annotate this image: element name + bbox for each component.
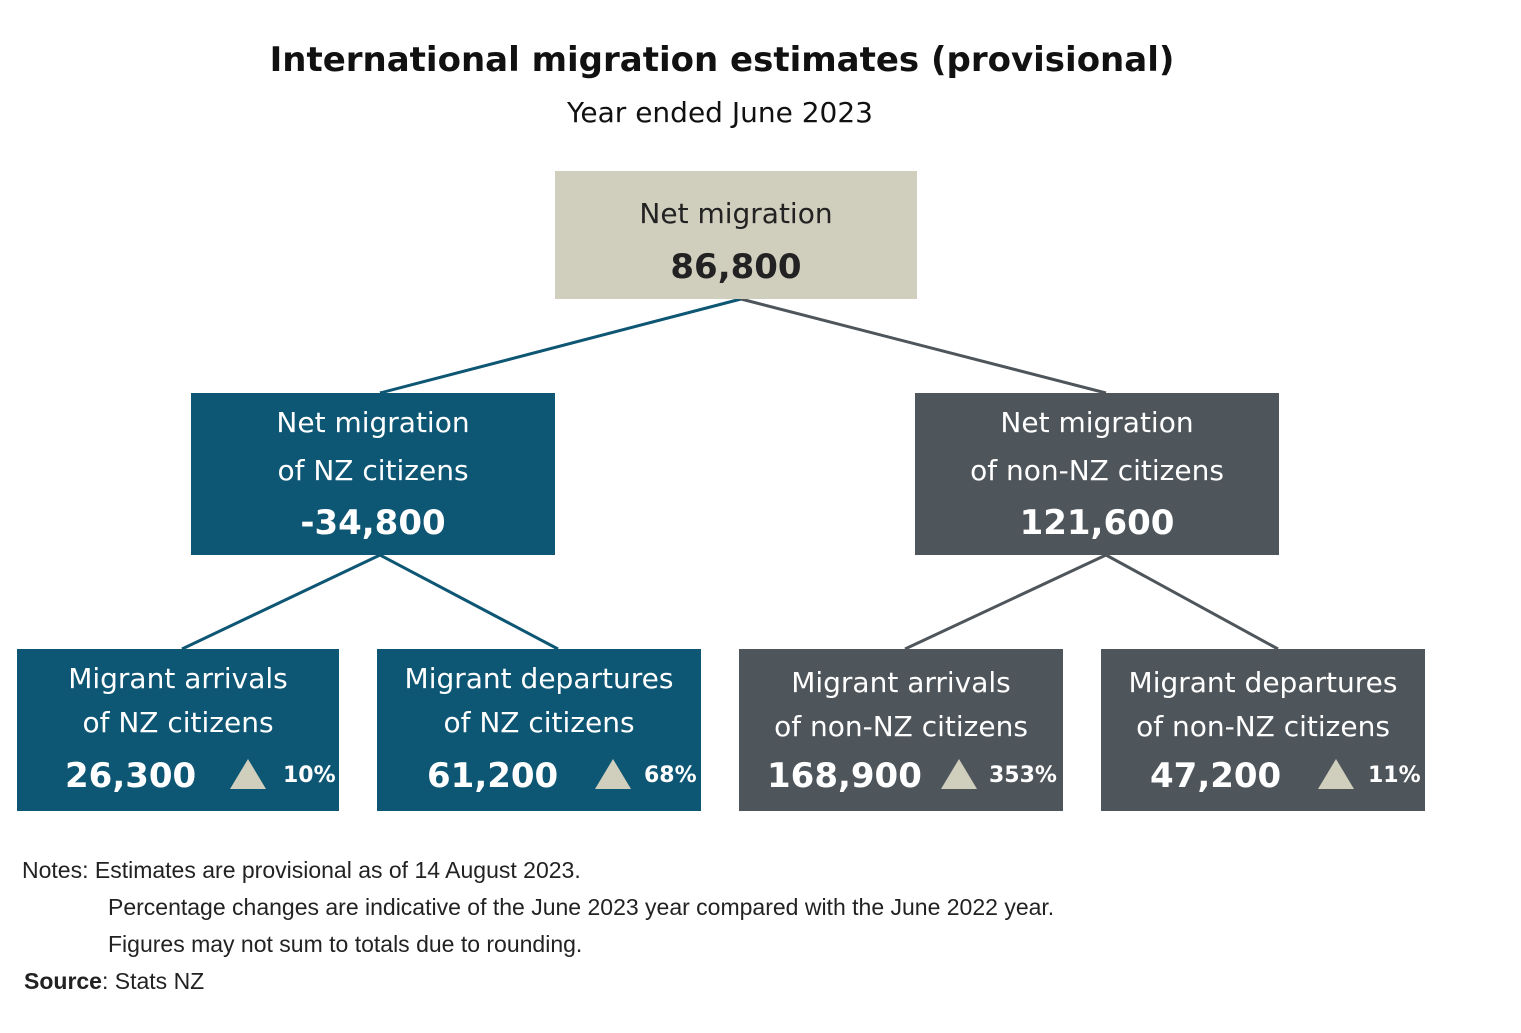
- notes-prefix: Notes:: [22, 857, 89, 883]
- net-migration-box: Net migration 86,800: [555, 171, 917, 299]
- non-nz-departures-line1: Migrant departures: [1128, 666, 1398, 699]
- nz-departures-box: Migrant departures of NZ citizens 61,200…: [377, 649, 701, 811]
- net-migration-nz-box: Net migration of NZ citizens -34,800: [191, 393, 555, 555]
- nz-departures-change: 68%: [644, 763, 697, 788]
- nz-departures-line2: of NZ citizens: [443, 706, 635, 739]
- net-migration-label: Net migration: [639, 197, 833, 230]
- nz-arrivals-line2: of NZ citizens: [82, 706, 274, 739]
- non-nz-departures-box: Migrant departures of non-NZ citizens 47…: [1101, 649, 1425, 811]
- nz-departures-value: 61,200: [427, 756, 559, 796]
- connector-root-non-nz: [740, 297, 1107, 395]
- source-label: Source: [24, 968, 102, 994]
- diagram-title: International migration estimates (provi…: [269, 40, 1175, 80]
- connector-non-nz-arrivals: [904, 553, 1107, 651]
- notes-line2: Percentage changes are indicative of the…: [108, 894, 1055, 920]
- source-text: : Stats NZ: [101, 968, 205, 994]
- notes-line3: Figures may not sum to totals due to rou…: [108, 931, 583, 957]
- nz-arrivals-change: 10%: [283, 763, 336, 788]
- nz-label-line1: Net migration: [276, 406, 470, 439]
- source: Source: Stats NZ: [24, 968, 204, 995]
- up-triangle-icon: [595, 759, 631, 789]
- non-nz-label-line2: of non-NZ citizens: [970, 454, 1224, 487]
- non-nz-arrivals-line1: Migrant arrivals: [791, 666, 1011, 699]
- connector-root-nz: [379, 297, 742, 395]
- connector-non-nz-departures: [1105, 553, 1279, 651]
- nz-arrivals-box: Migrant arrivals of NZ citizens 26,300 1…: [17, 649, 339, 811]
- nz-arrivals-line1: Migrant arrivals: [68, 662, 288, 695]
- nz-net-value: -34,800: [300, 503, 446, 543]
- non-nz-arrivals-value: 168,900: [767, 756, 922, 796]
- non-nz-departures-change: 11%: [1368, 763, 1421, 788]
- up-triangle-icon: [1318, 759, 1354, 789]
- connector-nz-arrivals: [181, 553, 381, 651]
- non-nz-label-line1: Net migration: [1000, 406, 1194, 439]
- non-nz-departures-value: 47,200: [1150, 756, 1282, 796]
- notes: Notes: Estimates are provisional as of 1…: [22, 852, 1054, 963]
- nz-departures-line1: Migrant departures: [404, 662, 674, 695]
- net-migration-non-nz-box: Net migration of non-NZ citizens 121,600: [915, 393, 1279, 555]
- non-nz-departures-line2: of non-NZ citizens: [1136, 710, 1390, 743]
- non-nz-arrivals-change: 353%: [989, 763, 1057, 788]
- non-nz-arrivals-box: Migrant arrivals of non-NZ citizens 168,…: [739, 649, 1063, 811]
- up-triangle-icon: [230, 759, 266, 789]
- non-nz-arrivals-line2: of non-NZ citizens: [774, 710, 1028, 743]
- nz-arrivals-value: 26,300: [65, 756, 197, 796]
- non-nz-net-value: 121,600: [1019, 503, 1175, 543]
- notes-line1: Estimates are provisional as of 14 Augus…: [94, 857, 581, 883]
- diagram-subtitle: Year ended June 2023: [567, 96, 873, 129]
- nz-label-line2: of NZ citizens: [277, 454, 469, 487]
- net-migration-value: 86,800: [670, 247, 802, 287]
- connector-nz-departures: [379, 553, 559, 651]
- up-triangle-icon: [941, 759, 977, 789]
